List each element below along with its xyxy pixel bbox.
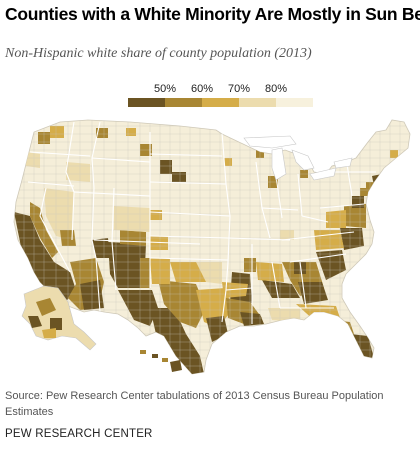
organization-name: PEW RESEARCH CENTER xyxy=(5,428,153,440)
region-nebraska-meatpacking xyxy=(150,210,162,220)
region-philadelphia xyxy=(360,188,368,196)
chart-title: Counties with a White Minority Are Mostl… xyxy=(5,4,420,24)
region-new-york-city xyxy=(372,174,384,186)
region-dakota-reservation-1 xyxy=(160,160,172,174)
region-montana-reservation xyxy=(96,128,108,138)
region-kentucky-scattered xyxy=(280,230,294,240)
region-florida-south xyxy=(350,334,374,358)
region-navajo xyxy=(92,238,110,258)
legend-label-70: 70% xyxy=(227,83,251,95)
region-montana-reservation-2 xyxy=(126,128,136,136)
legend-swatch-50-60 xyxy=(165,98,202,107)
legend-swatch-80-plus xyxy=(276,98,313,107)
legend-label-50: 50% xyxy=(153,83,177,95)
legend-swatch-60-70 xyxy=(202,98,239,107)
great-lakes xyxy=(243,135,353,181)
region-north-carolina xyxy=(314,230,344,250)
region-north-carolina-east xyxy=(340,228,364,250)
region-boston xyxy=(390,150,398,158)
region-washington-central xyxy=(50,126,64,138)
region-oklahoma-east xyxy=(196,262,222,284)
region-idaho-south xyxy=(66,162,90,182)
region-new-mexico xyxy=(108,242,146,288)
region-alabama-black-belt xyxy=(262,280,300,298)
region-new-mexico-east xyxy=(140,258,150,288)
region-dc-baltimore xyxy=(352,196,364,208)
region-georgia-south xyxy=(298,282,328,304)
source-note: Source: Pew Research Center tabulations … xyxy=(5,390,384,418)
region-texas-south xyxy=(150,308,204,374)
region-minnesota-scattered xyxy=(224,158,232,166)
alaska xyxy=(21,285,97,351)
us-county-map xyxy=(13,119,411,375)
state-borders xyxy=(27,121,376,324)
region-colorado xyxy=(114,206,150,232)
legend-label-60: 60% xyxy=(190,83,214,95)
legend-swatch-under-50 xyxy=(128,98,165,107)
legend-label-80: 80% xyxy=(264,83,288,95)
legend: 50% 60% 70% 80% xyxy=(128,83,314,109)
region-oregon-scattered xyxy=(26,152,40,168)
legend-swatch-70-80 xyxy=(239,98,276,107)
region-dakota-reservation-2 xyxy=(172,172,186,182)
region-california-coast xyxy=(14,212,76,308)
chart-subtitle: Non-Hispanic white share of county popul… xyxy=(5,46,312,61)
hawaii xyxy=(140,350,182,372)
region-virginia xyxy=(326,210,346,228)
